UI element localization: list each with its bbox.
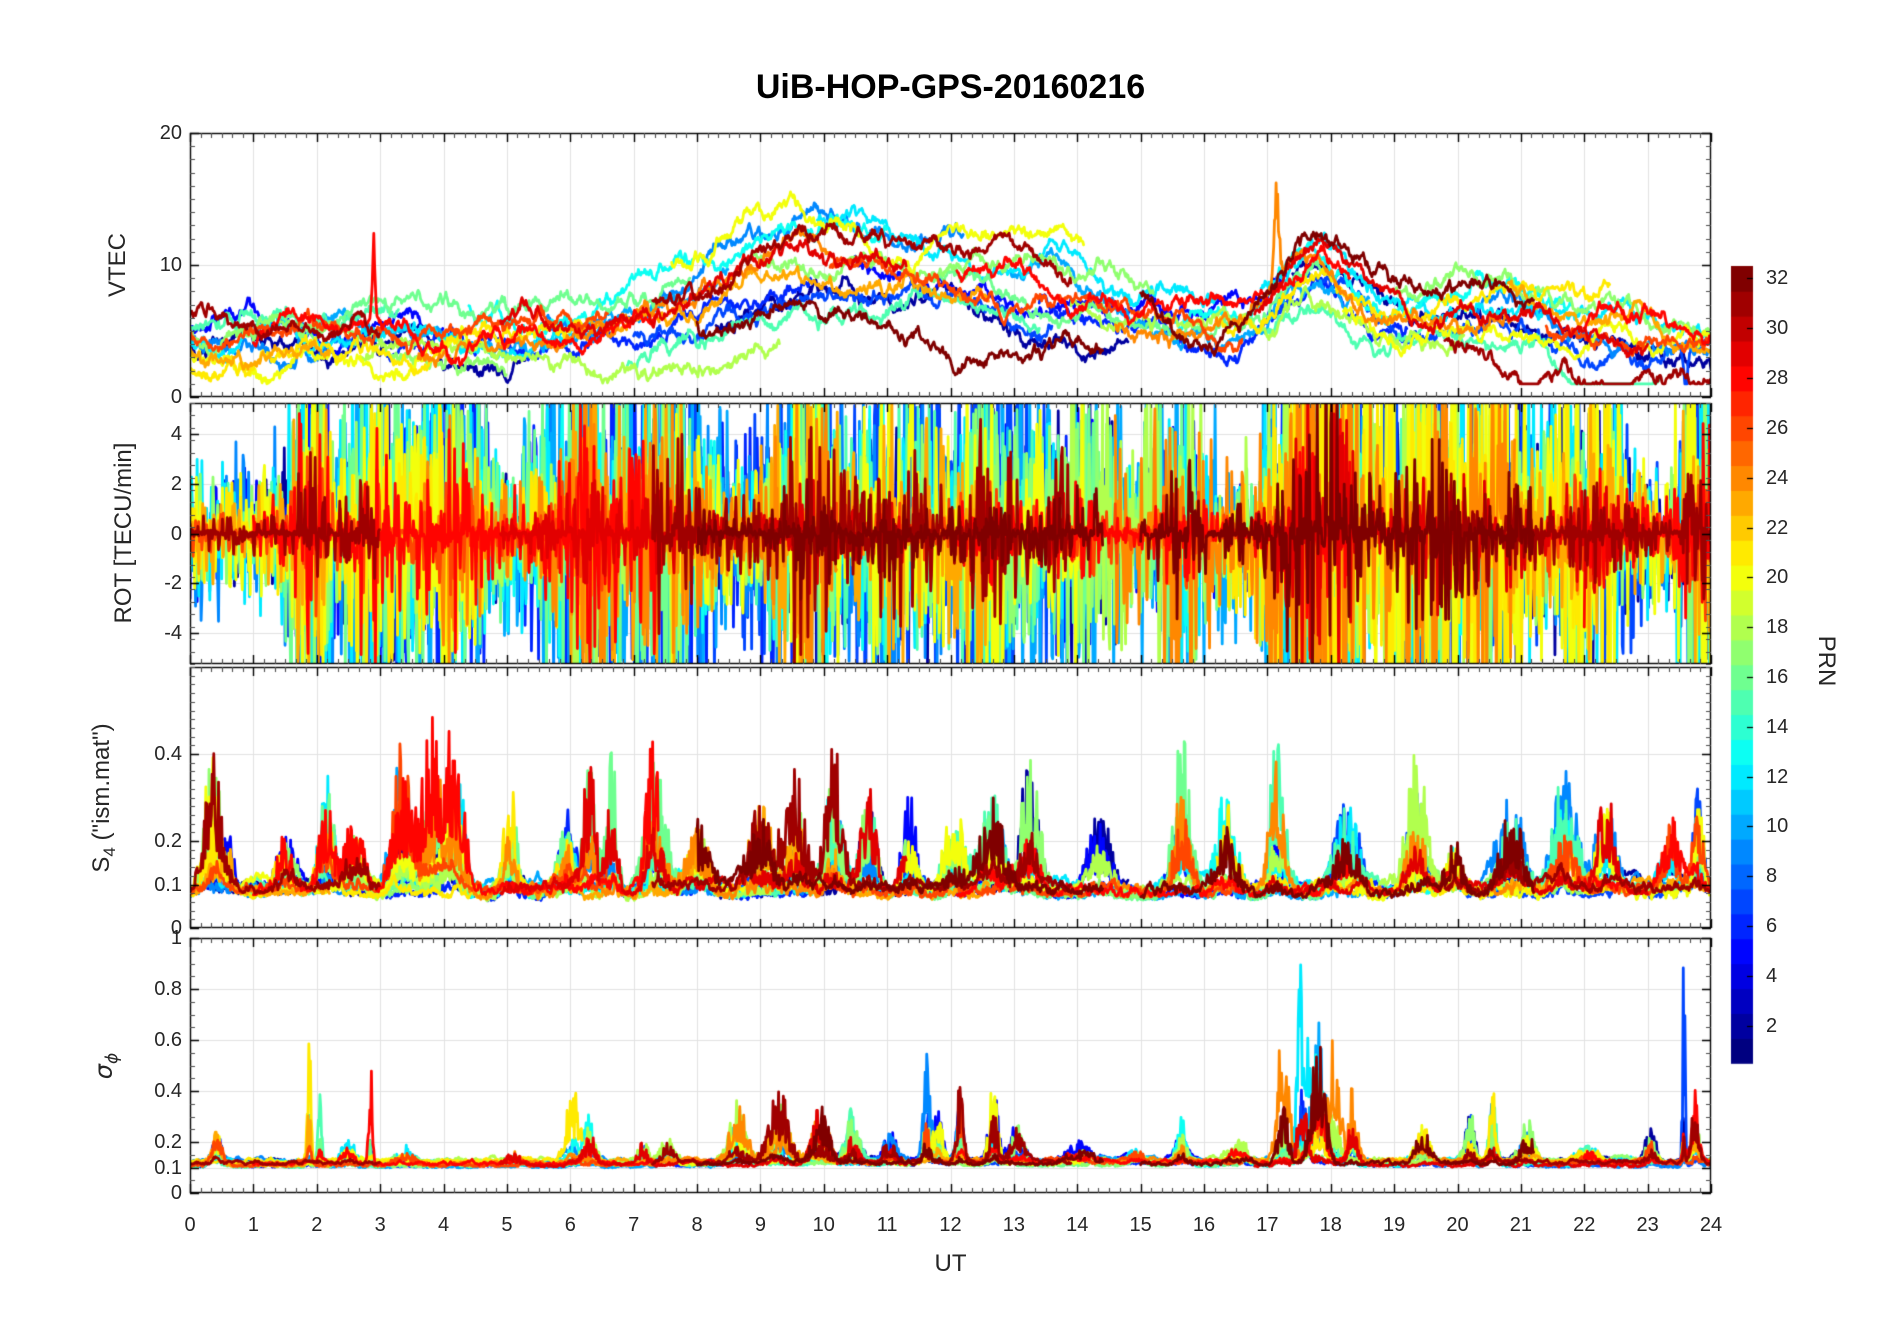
y-tick-label-ROT--4: -4	[164, 621, 182, 644]
y-tick-label-sigma_phi-0.2: 0.2	[154, 1131, 182, 1153]
x-tick-label-14: 14	[1066, 1214, 1089, 1236]
y-tick-label-ROT-0: 0	[170, 522, 182, 545]
x-tick-label-12: 12	[939, 1214, 962, 1236]
x-tick-label-2: 2	[311, 1214, 323, 1236]
y-tick-label-S4-0.2: 0.2	[154, 830, 182, 852]
y-tick-label-S4-0.4: 0.4	[154, 743, 182, 765]
x-tick-label-5: 5	[501, 1214, 513, 1236]
x-tick-label-23: 23	[1636, 1214, 1659, 1236]
colorbar-tick-label-28: 28	[1766, 367, 1789, 390]
x-tick-label-3: 3	[374, 1214, 386, 1236]
y-tick-label-sigma_phi-0.1: 0.1	[154, 1156, 182, 1179]
x-tick-label-1: 1	[247, 1214, 259, 1236]
x-tick-label-9: 9	[754, 1214, 766, 1236]
x-tick-label-21: 21	[1509, 1214, 1532, 1236]
colorbar-tick-label-26: 26	[1766, 416, 1789, 439]
chart-title: UiB-HOP-GPS-20160216	[755, 68, 1146, 106]
y-tick-label-ROT--2: -2	[164, 572, 182, 595]
colorbar-tick-label-12: 12	[1766, 765, 1789, 788]
sigma-label-sub: ϕ	[102, 1052, 123, 1064]
x-tick-label-10: 10	[812, 1214, 835, 1236]
y-tick-label-VTEC-0: 0	[170, 386, 182, 408]
x-tick-label-20: 20	[1446, 1214, 1469, 1236]
y-tick-label-sigma_phi-0.4: 0.4	[154, 1080, 182, 1102]
x-tick-label-19: 19	[1383, 1214, 1406, 1236]
y-tick-label-VTEC-10: 10	[159, 254, 182, 276]
y-tick-label-sigma_phi-0: 0	[170, 1182, 182, 1204]
y-tick-label-sigma_phi-0.8: 0.8	[154, 978, 182, 1000]
x-tick-label-16: 16	[1192, 1214, 1216, 1236]
x-tick-label-22: 22	[1573, 1214, 1596, 1236]
colorbar-tick-label-8: 8	[1766, 865, 1778, 888]
x-tick-label-11: 11	[876, 1214, 898, 1236]
y-axis-label-sigma-phi: σϕ	[90, 1053, 123, 1079]
x-tick-label-8: 8	[691, 1214, 703, 1236]
colorbar-tick-label-16: 16	[1766, 665, 1789, 688]
colorbar-tick-label-14: 14	[1766, 715, 1789, 738]
x-tick-label-17: 17	[1256, 1214, 1279, 1236]
colorbar-tick-label-30: 30	[1766, 317, 1789, 340]
x-tick-label-4: 4	[437, 1214, 450, 1236]
colorbar-tick-label-10: 10	[1766, 815, 1789, 838]
y-tick-label-ROT-4: 4	[170, 423, 182, 446]
colorbar-tick-label-32: 32	[1766, 267, 1789, 290]
x-tick-label-0: 0	[184, 1214, 196, 1236]
colorbar-tick-label-4: 4	[1766, 964, 1778, 987]
sigma-label-main: σ	[89, 1064, 118, 1080]
y-tick-label-VTEC-20: 20	[159, 122, 182, 144]
y-tick-label-sigma_phi-0.6: 0.6	[154, 1029, 182, 1051]
x-tick-label-6: 6	[564, 1214, 576, 1236]
colorbar-tick-label-2: 2	[1766, 1014, 1778, 1037]
x-tick-label-24: 24	[1699, 1214, 1723, 1236]
y-tick-label-S4-0: 0	[170, 917, 182, 939]
x-axis-label: UT	[934, 1250, 967, 1277]
y-tick-label-S4-0.1: 0.1	[154, 873, 182, 896]
colorbar-tick-label-20: 20	[1766, 566, 1789, 589]
y-tick-label-sigma_phi-1: 1	[170, 927, 182, 949]
colorbar-tick-label-24: 24	[1766, 466, 1789, 489]
colorbar-tick-label-6: 6	[1766, 915, 1778, 938]
x-tick-label-15: 15	[1129, 1214, 1152, 1236]
colorbar-tick-label-22: 22	[1766, 516, 1789, 539]
x-tick-label-18: 18	[1319, 1214, 1342, 1236]
x-tick-label-13: 13	[1002, 1214, 1025, 1236]
y-tick-label-ROT-2: 2	[170, 472, 182, 495]
x-tick-label-7: 7	[628, 1214, 640, 1236]
colorbar-tick-label-18: 18	[1766, 616, 1789, 639]
s4-label-main: S	[88, 856, 116, 873]
